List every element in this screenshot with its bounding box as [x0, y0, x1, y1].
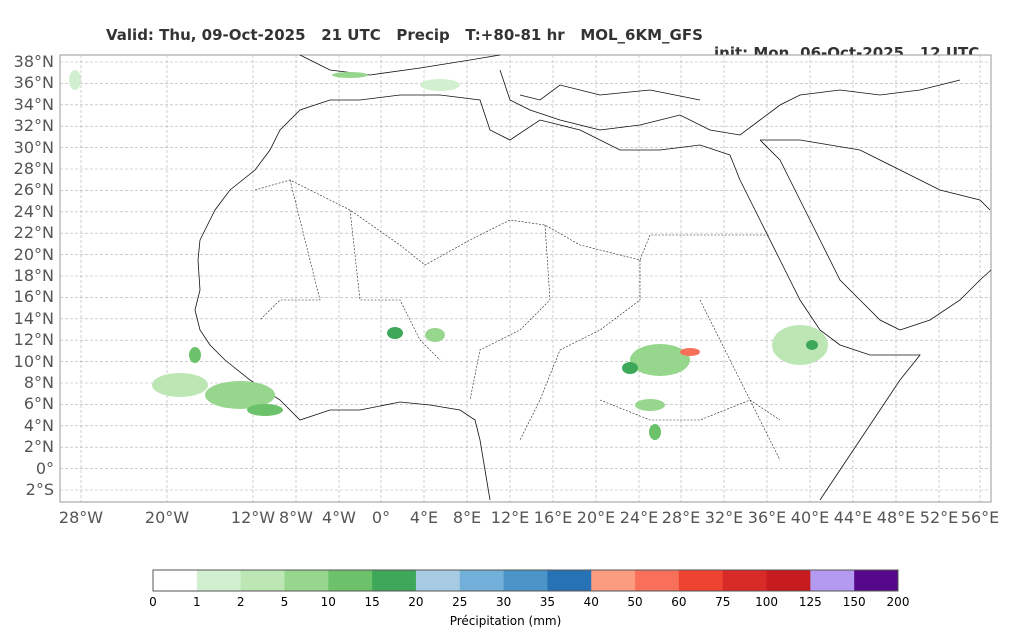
- lat-tick-label: 22°N: [13, 223, 54, 243]
- colorbar-tick-label: 25: [452, 595, 468, 609]
- lon-tick-label: 4°E: [409, 508, 439, 527]
- lon-tick-label: 52°E: [919, 508, 959, 527]
- lon-tick-label: 32°E: [704, 508, 744, 527]
- lon-tick-label: 24°E: [619, 508, 659, 527]
- lat-tick-label: 14°N: [13, 308, 54, 328]
- lat-tick-label: 12°N: [13, 330, 54, 350]
- lat-tick-label: 32°N: [13, 116, 54, 136]
- lat-tick-label: 16°N: [13, 287, 54, 307]
- lat-tick-label: 28°N: [13, 159, 54, 178]
- valid-time-label: Valid: Thu, 09-Oct-2025 21 UTC Precip T:…: [106, 26, 703, 44]
- lat-tick-label: 20°N: [13, 244, 54, 264]
- country-borders: [254, 179, 781, 461]
- lat-tick-label: 38°N: [13, 52, 54, 71]
- graticule: [60, 55, 991, 502]
- lat-tick-label: 34°N: [13, 94, 54, 114]
- lat-tick-label: 4°N: [23, 415, 54, 435]
- lat-tick-label: 6°N: [23, 394, 54, 414]
- lon-tick-label: 16°E: [533, 508, 573, 527]
- lon-tick-label: 8°W: [279, 508, 313, 527]
- colorbar-tick-label: 50: [627, 595, 643, 609]
- colorbar-tick-label: 125: [798, 595, 822, 609]
- lat-tick-label: 8°N: [23, 373, 54, 392]
- lon-tick-label: 36°E: [747, 508, 787, 527]
- lat-tick-label: 30°N: [13, 137, 54, 157]
- colorbar-tick-label: 1: [192, 595, 201, 609]
- map-frame: [59, 54, 992, 503]
- colorbar-tick-label: 0: [149, 595, 157, 609]
- colorbar-tick-label: 2: [236, 595, 245, 609]
- lon-tick-label: 28°E: [661, 508, 701, 527]
- colorbar-tick-label: 200: [886, 595, 910, 609]
- colorbar-tick-label: 150: [842, 595, 866, 609]
- lat-tick-label: 10°N: [13, 351, 54, 371]
- colorbar-tick-label: 10: [320, 595, 336, 609]
- lon-tick-label: 56°E: [960, 508, 1000, 527]
- colorbar-tick-label: 60: [671, 595, 687, 609]
- lon-tick-label: 48°E: [876, 508, 916, 527]
- colorbar-tick-label: 20: [408, 595, 424, 609]
- lat-tick-label: 18°N: [13, 266, 54, 285]
- colorbar-tick-label: 35: [539, 595, 556, 609]
- colorbar-tick-label: 5: [280, 595, 289, 609]
- lon-tick-label: 28°W: [58, 508, 104, 527]
- coastlines: [194, 54, 992, 501]
- lat-tick-label: 26°N: [13, 180, 54, 200]
- colorbar-tick-label: 75: [715, 595, 731, 609]
- lon-tick-label: 20°W: [144, 508, 190, 527]
- lat-tick-label: 2°N: [23, 437, 54, 457]
- colorbar-tick-label: 100: [755, 595, 778, 609]
- lon-tick-label: 0°: [371, 508, 391, 527]
- lat-tick-label: 24°N: [13, 201, 54, 221]
- colorbar-tick-label: 40: [583, 595, 599, 609]
- precipitation-cells: [69, 70, 828, 440]
- lon-tick-label: 44°E: [833, 508, 873, 527]
- colorbar-tick-label: 15: [364, 595, 380, 609]
- lon-tick-label: 20°E: [576, 508, 616, 527]
- colorbar-title: Précipitation (mm): [449, 614, 562, 628]
- lon-tick-label: 8°E: [452, 508, 482, 527]
- lon-tick-label: 12°E: [490, 508, 530, 527]
- colorbar-tick-label: 30: [495, 595, 512, 609]
- lat-tick-label: 2°S: [25, 480, 54, 499]
- lon-tick-label: 12°W: [230, 508, 276, 527]
- lon-tick-label: 4°W: [322, 508, 356, 527]
- lat-tick-label: 36°N: [13, 73, 54, 93]
- lat-tick-label: 0°: [35, 458, 54, 478]
- lon-tick-label: 40°E: [790, 508, 830, 527]
